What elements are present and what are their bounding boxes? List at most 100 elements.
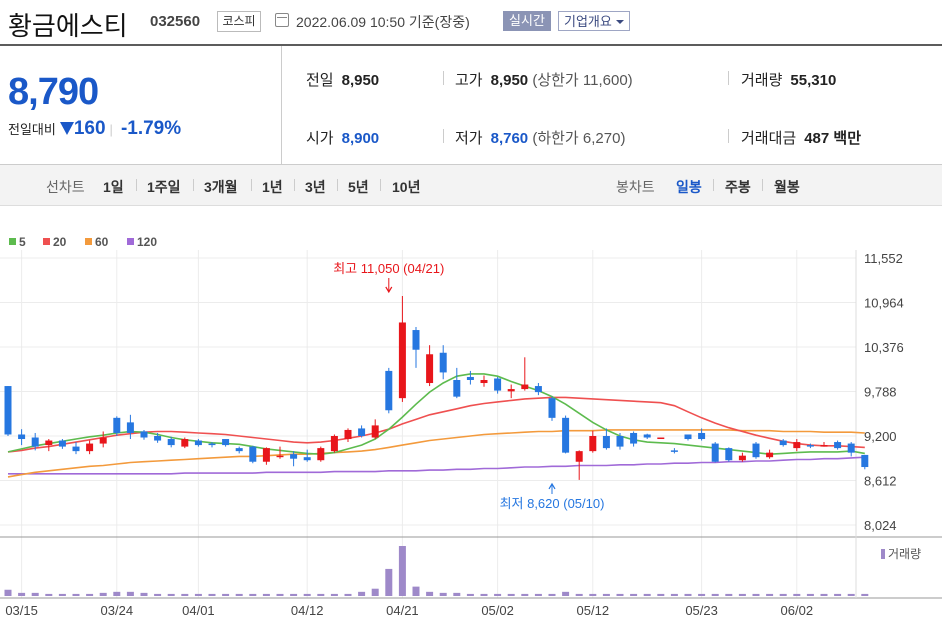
candle-body <box>358 428 366 436</box>
candle-daily[interactable]: 일봉 <box>676 179 702 195</box>
volume-bar <box>602 593 610 596</box>
candle-body <box>766 452 774 458</box>
down-triangle-icon <box>59 122 74 135</box>
volume-bar <box>521 593 529 596</box>
x-tick-label: 06/02 <box>781 603 814 618</box>
market-badge: 코스피 <box>217 11 261 32</box>
chart-toolbar: 선차트 1일 1주일 3개월 1년 3년 5년 10년 봉차트 일봉 주봉 월봉 <box>0 165 942 206</box>
candle-body <box>589 436 597 452</box>
candle-body <box>453 379 461 397</box>
volume-bar <box>698 593 706 596</box>
candle-body <box>521 384 529 390</box>
stock-name: 황금에스티 <box>8 11 128 41</box>
candle-body <box>194 440 202 446</box>
candle-body <box>847 443 855 453</box>
candle-body <box>126 422 134 433</box>
volume-bar <box>249 593 257 596</box>
candle-body <box>494 378 502 391</box>
divider <box>281 46 282 164</box>
period-3y[interactable]: 3년 <box>305 179 326 195</box>
x-tick-label: 05/02 <box>481 603 514 618</box>
volume-bar <box>453 592 461 596</box>
volume-bar <box>575 593 583 596</box>
volume-bar <box>562 591 570 596</box>
candle-body <box>779 440 787 446</box>
volume-bar <box>684 593 692 596</box>
x-tick-label: 04/21 <box>386 603 419 618</box>
trade-amount: 거래대금 487 백만 <box>741 130 862 147</box>
candle-body <box>317 448 325 461</box>
candle-body <box>398 322 406 399</box>
ma20-line <box>7 396 865 453</box>
y-tick-label: 11,552 <box>864 251 903 266</box>
candle-body <box>548 398 556 418</box>
period-5y[interactable]: 5년 <box>348 179 369 195</box>
candle-body <box>99 437 107 444</box>
x-tick-label: 05/12 <box>577 603 610 618</box>
volume-bar <box>371 588 379 596</box>
candle-body <box>303 457 311 461</box>
legend-label: 60 <box>95 235 109 249</box>
period-10y[interactable]: 10년 <box>392 179 421 195</box>
period-1w[interactable]: 1주일 <box>147 179 181 195</box>
volume-bar <box>72 593 80 596</box>
diff-label: 전일대비 <box>8 122 56 137</box>
diff-value: 160 <box>73 118 106 139</box>
candle-body <box>72 446 80 452</box>
candle-body <box>698 432 706 440</box>
volume-bar <box>181 593 189 596</box>
volume-bar <box>752 593 760 596</box>
volume-bar <box>711 593 719 596</box>
price-change: 전일대비 160 | -1.79% <box>8 118 182 139</box>
candle-body <box>58 440 66 447</box>
candle-body <box>738 455 746 461</box>
candle-body <box>140 431 148 438</box>
volume-bar <box>426 591 434 596</box>
period-1y[interactable]: 1년 <box>262 179 283 195</box>
diff-percent: -1.79% <box>120 118 182 139</box>
volume-bar <box>86 593 94 596</box>
calendar-icon <box>275 13 289 27</box>
candle-body <box>412 330 420 350</box>
ma5-line <box>7 373 865 456</box>
candle-body <box>249 446 257 462</box>
realtime-button[interactable]: 실시간 <box>503 11 551 31</box>
company-info-dropdown[interactable]: 기업개요 <box>558 11 630 31</box>
ma120-line <box>8 456 865 475</box>
volume-bar <box>276 593 284 596</box>
legend-label: 120 <box>137 235 157 249</box>
y-tick-label: 9,788 <box>864 385 897 400</box>
quote-datetime: 2022.06.09 10:50 기준(장중) <box>296 14 470 30</box>
candle-body <box>154 436 162 441</box>
candle-body <box>630 432 638 444</box>
volume-bar <box>330 593 338 596</box>
volume-bar <box>344 593 352 596</box>
period-1d[interactable]: 1일 <box>103 179 124 195</box>
volume-bar <box>670 593 678 596</box>
volume-bar <box>99 592 107 596</box>
candle-weekly[interactable]: 주봉 <box>725 179 751 195</box>
volume-bar <box>507 593 515 596</box>
volume-bar <box>820 593 828 596</box>
legend-swatch <box>9 238 16 245</box>
volume-bar <box>439 592 447 596</box>
volume-bar <box>412 586 420 596</box>
high-price: 고가 8,950 (상한가 11,600) <box>455 72 633 89</box>
candle-body <box>507 389 515 392</box>
period-3m[interactable]: 3개월 <box>204 179 238 195</box>
candle-body <box>371 425 379 438</box>
candle-body <box>684 434 692 440</box>
candle-monthly[interactable]: 월봉 <box>774 179 800 195</box>
volume-bar <box>208 593 216 596</box>
stock-header: 황금에스티 032560 코스피 2022.06.09 10:50 기준(장중)… <box>0 0 942 46</box>
volume: 거래량 55,310 <box>741 72 837 89</box>
ma60-line <box>7 429 865 478</box>
volume-bar <box>616 593 624 596</box>
candle-body <box>222 439 230 446</box>
volume-bar <box>222 593 230 596</box>
volume-bar <box>630 593 638 596</box>
candle-body <box>834 442 842 449</box>
volume-bar <box>317 593 325 596</box>
volume-bar <box>480 593 488 596</box>
candle-body <box>45 440 53 446</box>
